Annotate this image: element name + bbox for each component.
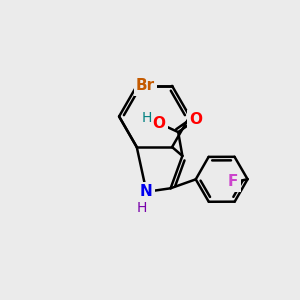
Text: Br: Br bbox=[136, 78, 155, 93]
Text: H: H bbox=[142, 111, 152, 124]
Text: N: N bbox=[140, 184, 153, 199]
Text: H: H bbox=[137, 201, 147, 215]
Text: O: O bbox=[152, 116, 166, 131]
Text: O: O bbox=[152, 116, 166, 131]
Text: F: F bbox=[228, 174, 238, 189]
Text: O: O bbox=[189, 112, 202, 128]
Text: F: F bbox=[228, 174, 238, 189]
Text: Br: Br bbox=[136, 78, 155, 93]
Text: O: O bbox=[189, 112, 202, 128]
Text: H: H bbox=[142, 111, 152, 124]
Text: N: N bbox=[140, 184, 153, 199]
Text: H: H bbox=[137, 201, 147, 215]
